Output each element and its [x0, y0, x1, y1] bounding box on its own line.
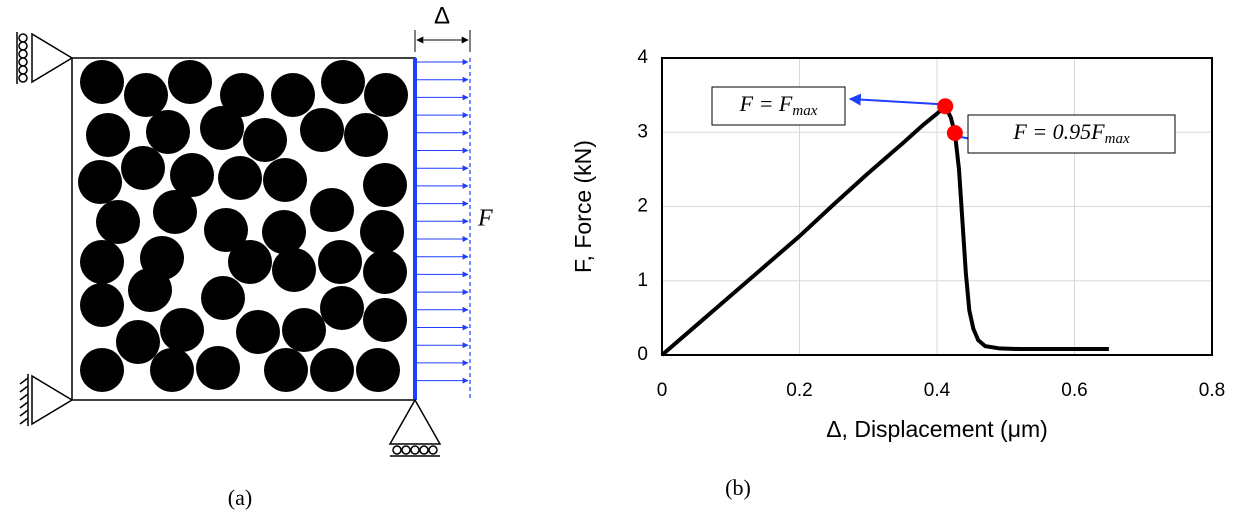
particle — [128, 268, 172, 312]
figure: Δ F (a) 0 0.2 0.4 0.6 0.8 0 1 2 3 4 Δ, Displacemen… — [0, 0, 1236, 524]
particle — [153, 190, 197, 234]
particle — [282, 308, 326, 352]
roller — [402, 446, 410, 454]
particle — [80, 348, 124, 392]
roller — [393, 446, 401, 454]
annotation-point — [947, 125, 963, 141]
y-axis-title: F, Force (kN) — [570, 140, 596, 273]
support — [32, 376, 72, 424]
chart: 0 0.2 0.4 0.6 0.8 0 1 2 3 4 Δ, Displacement (μm) F,… — [570, 47, 1225, 500]
x-axis-title: Δ, Displacement (μm) — [826, 416, 1048, 442]
particle — [160, 308, 204, 352]
particle — [264, 348, 308, 392]
particle — [344, 113, 388, 157]
support — [32, 34, 72, 82]
particle — [116, 320, 160, 364]
particle — [78, 160, 122, 204]
particle — [96, 200, 140, 244]
particle — [80, 283, 124, 327]
particle — [80, 240, 124, 284]
caption: (b) — [725, 475, 751, 500]
y-tick-label: 1 — [637, 270, 648, 291]
particle — [168, 60, 212, 104]
roller — [19, 74, 27, 82]
annotation-subscript: max — [1105, 131, 1130, 147]
particle — [243, 118, 287, 162]
particle — [300, 108, 344, 152]
roller — [411, 446, 419, 454]
x-tick-label: 0.2 — [786, 380, 812, 401]
particle — [363, 163, 407, 207]
annotation-text: F = 0.95F — [1012, 119, 1105, 144]
particle — [272, 248, 316, 292]
particle — [124, 73, 168, 117]
roller — [19, 58, 27, 66]
roller — [19, 42, 27, 50]
x-tick-label: 0.6 — [1061, 380, 1087, 401]
y-tick-label: 4 — [637, 47, 648, 68]
particle — [356, 348, 400, 392]
particle — [86, 113, 130, 157]
particles — [78, 60, 408, 392]
diagram: Δ F (a) — [17, 2, 493, 510]
annotation-subscript: max — [792, 103, 817, 119]
hatch — [20, 378, 28, 424]
particle — [310, 188, 354, 232]
particle — [218, 156, 262, 200]
particle — [321, 60, 365, 104]
particle — [236, 310, 280, 354]
roller — [429, 446, 437, 454]
particle — [80, 60, 124, 104]
particle — [262, 210, 306, 254]
x-tick-label: 0.8 — [1199, 380, 1225, 401]
particle — [320, 286, 364, 330]
particle — [363, 298, 407, 342]
particle — [318, 240, 362, 284]
caption: (a) — [228, 485, 252, 510]
particle — [121, 146, 165, 190]
particle — [146, 110, 190, 154]
roller — [19, 50, 27, 58]
roller — [420, 446, 428, 454]
y-tick-label: 2 — [637, 196, 648, 217]
particle — [200, 106, 244, 150]
x-tick-label: 0 — [657, 380, 668, 401]
particle — [310, 348, 354, 392]
roller — [19, 34, 27, 42]
x-tick-label: 0.4 — [924, 380, 951, 401]
particle — [196, 346, 240, 390]
load-arrows — [415, 62, 468, 381]
y-tick-label: 0 — [637, 344, 648, 365]
support — [390, 400, 440, 444]
particle — [363, 250, 407, 294]
particle — [364, 73, 408, 117]
delta-label: Δ — [434, 2, 450, 29]
particle — [271, 73, 315, 117]
force-label: F — [477, 206, 493, 232]
annotation-point — [937, 98, 953, 114]
y-tick-label: 3 — [637, 121, 648, 142]
particle — [360, 210, 404, 254]
particle — [263, 158, 307, 202]
annotation-text: F = F — [739, 91, 793, 116]
particle — [228, 240, 272, 284]
particle — [150, 348, 194, 392]
particle — [201, 276, 245, 320]
annotation-arrow — [850, 99, 941, 104]
roller — [19, 66, 27, 74]
